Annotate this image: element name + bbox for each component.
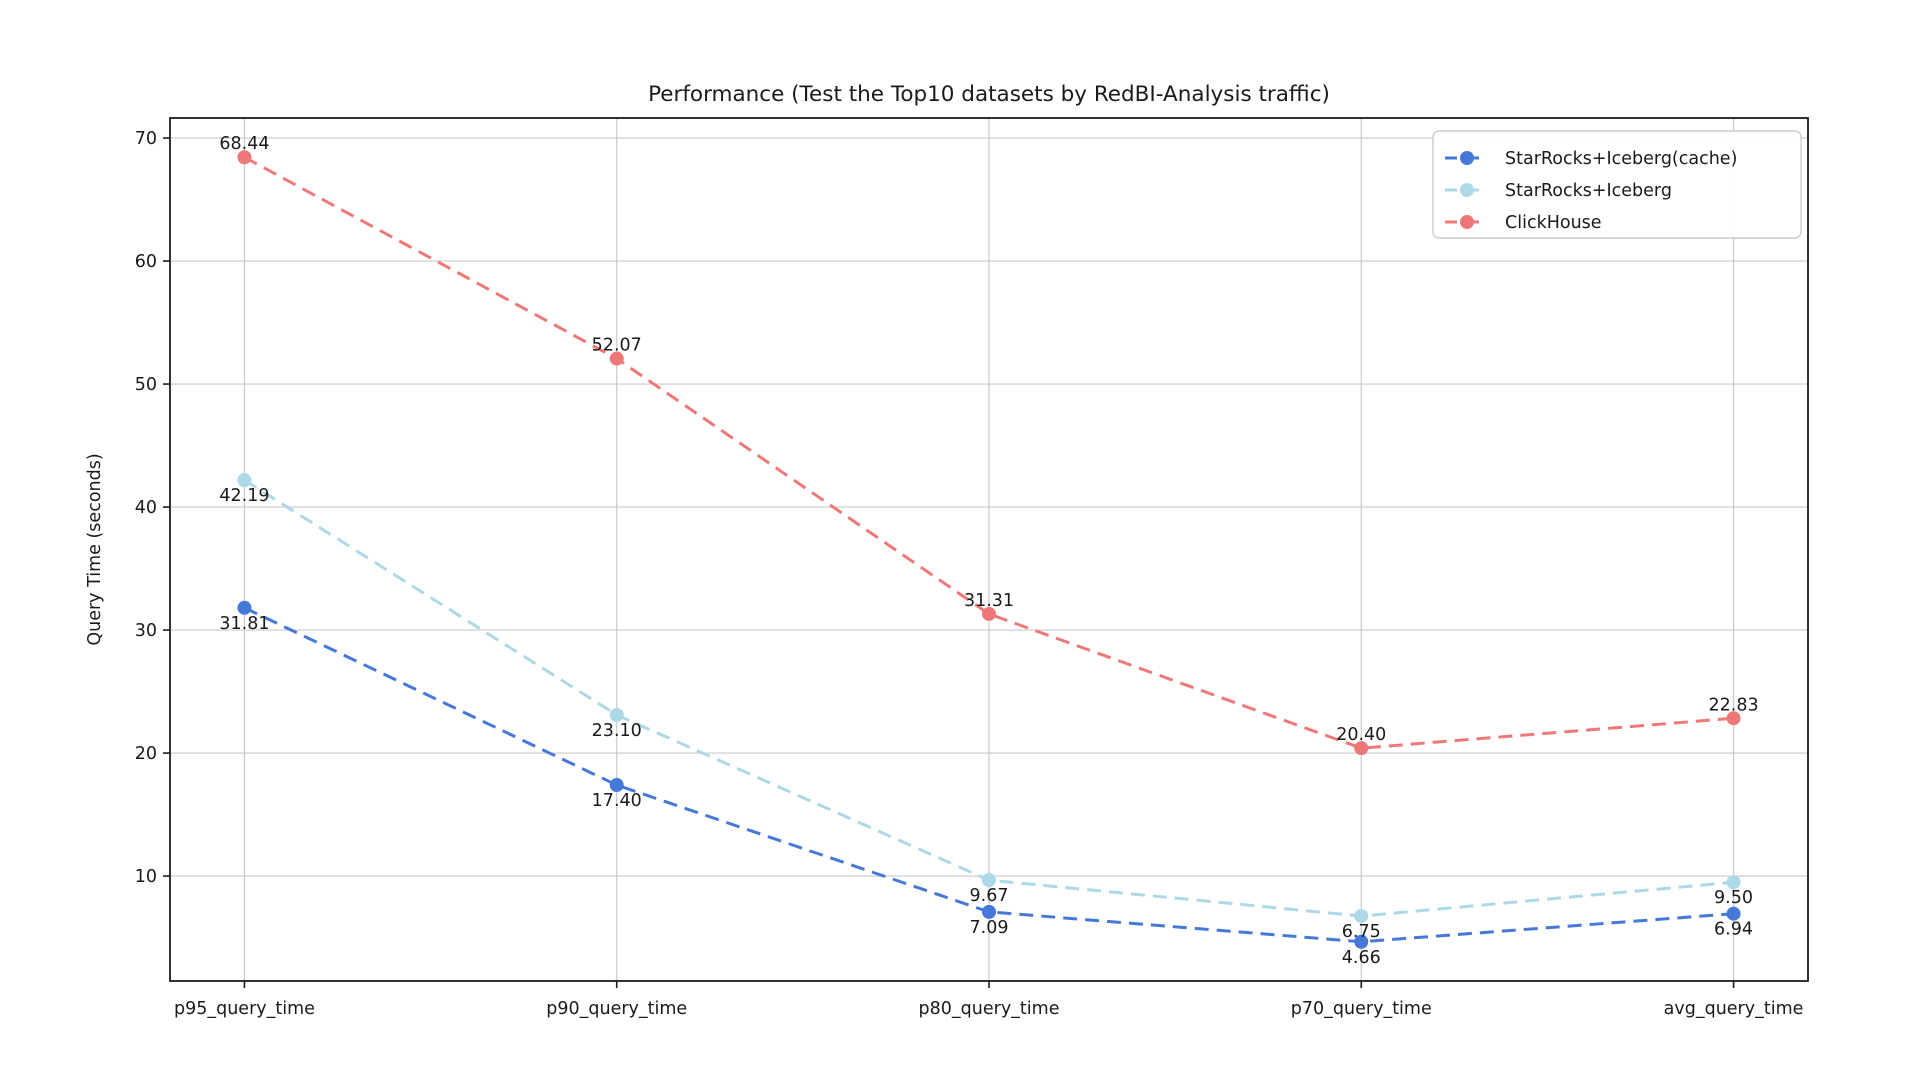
data-point-marker bbox=[982, 873, 996, 888]
data-point-label: 6.75 bbox=[1342, 922, 1381, 942]
data-point-marker bbox=[609, 778, 624, 793]
x-tick-label: avg_query_time bbox=[1664, 999, 1804, 1019]
y-axis-label: Query Time (seconds) bbox=[85, 453, 105, 645]
data-point-marker bbox=[1726, 906, 1741, 921]
legend-label: StarRocks+Iceberg bbox=[1505, 181, 1672, 201]
data-point-label: 31.31 bbox=[964, 591, 1014, 611]
legend-item: ClickHouse bbox=[1445, 213, 1602, 233]
x-tick-label: p90_query_time bbox=[546, 999, 687, 1019]
legend-marker bbox=[1460, 151, 1474, 165]
series-line-clickhouse bbox=[243, 155, 1734, 750]
y-tick-label: 70 bbox=[135, 129, 157, 149]
data-point-label: 7.09 bbox=[970, 918, 1009, 938]
legend-label: StarRocks+Iceberg(cache) bbox=[1505, 149, 1737, 169]
y-tick-label: 60 bbox=[135, 252, 157, 272]
chart-title: Performance (Test the Top10 datasets by … bbox=[648, 82, 1330, 107]
y-tick-label: 40 bbox=[135, 498, 157, 518]
legend-item: StarRocks+Iceberg(cache) bbox=[1445, 149, 1737, 169]
legend-marker bbox=[1460, 215, 1474, 229]
legend: StarRocks+Iceberg(cache) StarRocks+Iceber… bbox=[1432, 130, 1802, 239]
data-point-label: 68.44 bbox=[219, 134, 269, 154]
y-tick-label: 10 bbox=[135, 867, 157, 887]
y-tick-label: 30 bbox=[135, 621, 157, 641]
data-point-marker bbox=[237, 600, 252, 615]
y-tick-label: 50 bbox=[135, 375, 157, 395]
x-tick-label: p70_query_time bbox=[1291, 999, 1432, 1019]
data-point-marker bbox=[237, 150, 252, 165]
data-point-marker bbox=[982, 606, 996, 621]
data-point-label: 9.50 bbox=[1714, 888, 1753, 908]
data-point-marker bbox=[1726, 711, 1741, 726]
y-tick-label: 20 bbox=[135, 744, 157, 764]
x-tick-label: p80_query_time bbox=[919, 999, 1060, 1019]
data-point-label: 23.10 bbox=[592, 721, 642, 741]
x-tick-label: p95_query_time bbox=[174, 999, 315, 1019]
legend-marker bbox=[1460, 183, 1474, 197]
data-point-label: 22.83 bbox=[1708, 695, 1758, 715]
data-point-label: 6.94 bbox=[1714, 920, 1753, 940]
data-point-marker bbox=[982, 904, 996, 919]
data-point-marker bbox=[1354, 909, 1369, 924]
data-point-label: 20.40 bbox=[1336, 725, 1386, 745]
data-point-label: 9.67 bbox=[970, 886, 1009, 906]
data-point-label: 31.81 bbox=[219, 614, 269, 634]
legend-box bbox=[1432, 130, 1802, 239]
data-point-marker bbox=[1726, 875, 1741, 890]
legend-label: ClickHouse bbox=[1505, 213, 1602, 233]
data-point-marker bbox=[609, 707, 624, 722]
data-point-marker bbox=[237, 473, 252, 488]
legend-item: StarRocks+Iceberg bbox=[1445, 181, 1672, 201]
data-point-marker bbox=[1354, 741, 1369, 756]
data-point-label: 52.07 bbox=[592, 336, 642, 356]
data-point-label: 4.66 bbox=[1342, 948, 1381, 968]
data-point-marker bbox=[609, 351, 624, 366]
data-point-marker bbox=[1354, 934, 1369, 949]
data-point-label: 42.19 bbox=[219, 486, 269, 506]
data-point-label: 17.40 bbox=[592, 791, 642, 811]
